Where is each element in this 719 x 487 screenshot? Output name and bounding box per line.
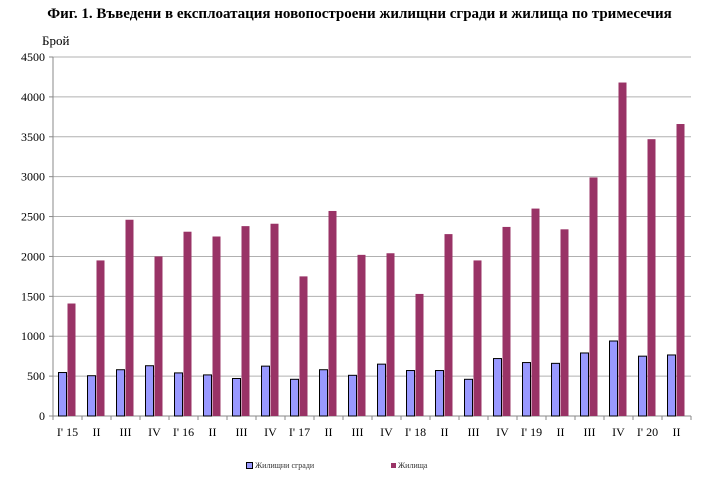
y-tick-label: 3500 (21, 130, 45, 144)
x-tick-label: III (584, 425, 596, 439)
bar-buildings (174, 372, 183, 417)
y-tick-label: 3000 (21, 170, 45, 184)
y-tick-label: 4500 (21, 50, 45, 64)
bar-dwellings (183, 231, 192, 416)
y-tick-label: 1500 (21, 289, 45, 303)
y-axis-label: Брой (42, 33, 70, 48)
x-tick-label: I' 17 (289, 425, 310, 439)
x-tick-label: IV (612, 425, 625, 439)
bar-dwellings (328, 210, 337, 416)
legend-swatch-buildings (246, 462, 253, 469)
bar-dwellings (618, 82, 627, 416)
x-tick-label: I' 19 (521, 425, 542, 439)
bar-buildings (319, 369, 328, 417)
bar-dwellings (531, 208, 540, 416)
bar-dwellings (647, 139, 656, 416)
bar-buildings (609, 340, 618, 417)
y-tick-label: 500 (27, 369, 45, 383)
bar-dwellings (444, 234, 453, 416)
x-tick-label: II (441, 425, 449, 439)
bar-buildings (493, 358, 502, 417)
x-tick-label: III (236, 425, 248, 439)
bar-dwellings (154, 256, 163, 416)
bar-buildings (580, 352, 589, 417)
bar-buildings (667, 354, 676, 417)
bar-dwellings (473, 260, 482, 416)
x-tick-label: II (557, 425, 565, 439)
bar-buildings (435, 370, 444, 417)
x-tick-label: II (673, 425, 681, 439)
x-tick-label: I' 15 (57, 425, 78, 439)
x-tick-label: II (325, 425, 333, 439)
legend-item-dwellings: Жилища (391, 461, 427, 470)
bar-buildings (551, 362, 560, 417)
bar-buildings (638, 355, 647, 417)
bar-buildings (406, 370, 415, 417)
y-tick-label: 2000 (21, 249, 45, 263)
x-tick-label: III (120, 425, 132, 439)
legend-label-buildings: Жилищни сгради (255, 461, 315, 470)
x-tick-label: IV (264, 425, 277, 439)
x-tick-label: IV (496, 425, 509, 439)
bar-buildings (348, 374, 357, 417)
x-tick-label: IV (380, 425, 393, 439)
bar-dwellings (241, 226, 250, 416)
x-tick-label: I' 16 (173, 425, 194, 439)
bar-dwellings (299, 276, 308, 416)
bar-buildings (116, 369, 125, 417)
bar-dwellings (676, 124, 685, 416)
bar-buildings (58, 372, 67, 417)
bar-buildings (290, 378, 299, 417)
y-tick-label: 0 (39, 409, 45, 423)
chart-title: Фиг. 1. Въведени в експлоатация новопост… (47, 6, 672, 22)
bar-dwellings (125, 219, 134, 416)
bar-dwellings (415, 293, 424, 416)
y-tick-label: 1000 (21, 329, 45, 343)
x-tick-label: II (93, 425, 101, 439)
y-tick-label: 2500 (21, 210, 45, 224)
bar-buildings (232, 378, 241, 417)
x-tick-label: IV (148, 425, 161, 439)
bar-dwellings (560, 229, 569, 416)
x-tick-label: I' 18 (405, 425, 426, 439)
bar-dwellings (96, 260, 105, 416)
bar-dwellings (589, 177, 598, 416)
bar-dwellings (270, 223, 279, 416)
bar-buildings (464, 378, 473, 417)
x-tick-label: II (209, 425, 217, 439)
legend-label-dwellings: Жилища (398, 461, 428, 470)
bar-buildings (87, 375, 96, 417)
bar-buildings (377, 363, 386, 417)
bar-dwellings (67, 303, 76, 416)
x-tick-label: III (352, 425, 364, 439)
x-tick-label: III (468, 425, 480, 439)
bar-dwellings (357, 254, 366, 416)
y-tick-label: 4000 (21, 90, 45, 104)
bar-dwellings (502, 226, 511, 416)
bar-buildings (203, 374, 212, 417)
bar-dwellings (386, 253, 395, 416)
x-tick-label: I' 20 (637, 425, 658, 439)
bar-buildings (261, 365, 270, 417)
legend-item-buildings: Жилищни сгради (246, 461, 314, 470)
bar-buildings (145, 365, 154, 417)
bar-dwellings (212, 236, 221, 416)
bar-buildings (522, 362, 531, 417)
legend-swatch-dwellings (391, 463, 396, 468)
